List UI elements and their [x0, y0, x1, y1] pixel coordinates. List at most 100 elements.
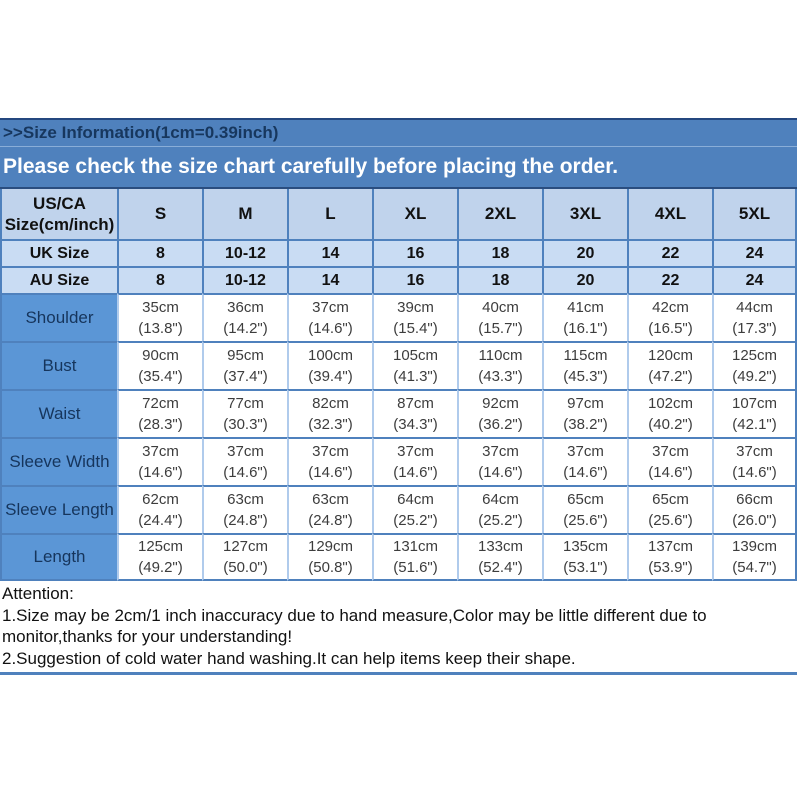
- size-information-title: >>Size Information(1cm=0.39inch): [0, 120, 797, 147]
- uk-size-label: UK Size: [0, 239, 117, 266]
- measurement-cell: 64cm (25.2"): [372, 485, 457, 533]
- measurement-cell: 37cm (14.6"): [372, 437, 457, 485]
- measurement-cell: 139cm (54.7"): [712, 533, 797, 581]
- row-label-waist: Waist: [0, 389, 117, 437]
- measurement-cell: 125cm (49.2"): [117, 533, 202, 581]
- au-size-value: 22: [627, 266, 712, 293]
- size-chart-table: US/CA Size(cm/inch) S M L XL 2XL 3XL 4XL…: [0, 189, 797, 581]
- measure-row-sleeve-width: Sleeve Width 37cm (14.6") 37cm (14.6") 37c…: [0, 437, 797, 485]
- corner-header-line1: US/CA: [33, 194, 86, 213]
- bottom-divider: [0, 672, 797, 675]
- au-size-value: 10-12: [202, 266, 287, 293]
- measurement-cell: 135cm (53.1"): [542, 533, 627, 581]
- measurement-cell: 62cm (24.4"): [117, 485, 202, 533]
- uk-size-value: 8: [117, 239, 202, 266]
- au-size-value: 8: [117, 266, 202, 293]
- measurement-cell: 64cm (25.2"): [457, 485, 542, 533]
- uk-size-row: UK Size 8 10-12 14 16 18 20 22 24: [0, 239, 797, 266]
- au-size-value: 18: [457, 266, 542, 293]
- au-size-label: AU Size: [0, 266, 117, 293]
- uk-size-value: 24: [712, 239, 797, 266]
- measurement-cell: 100cm (39.4"): [287, 341, 372, 389]
- measurement-cell: 72cm (28.3"): [117, 389, 202, 437]
- size-chart-notice: Please check the size chart carefully be…: [3, 155, 619, 178]
- measurement-cell: 36cm (14.2"): [202, 293, 287, 341]
- size-col-header-2xl: 2XL: [457, 189, 542, 239]
- uk-size-value: 14: [287, 239, 372, 266]
- measurement-cell: 37cm (14.6"): [542, 437, 627, 485]
- measure-row-sleeve-length: Sleeve Length 62cm (24.4") 63cm (24.8") 63…: [0, 485, 797, 533]
- measurement-cell: 127cm (50.0"): [202, 533, 287, 581]
- size-chart-content: >>Size Information(1cm=0.39inch) Please …: [0, 118, 797, 675]
- attention-heading: Attention:: [2, 584, 74, 603]
- banner: >>Size Information(1cm=0.39inch) Please …: [0, 118, 797, 189]
- attention-item-2: 2.Suggestion of cold water hand washing.…: [2, 648, 576, 668]
- measurement-cell: 35cm (13.8"): [117, 293, 202, 341]
- measurement-cell: 66cm (26.0"): [712, 485, 797, 533]
- measurement-cell: 115cm (45.3"): [542, 341, 627, 389]
- row-label-bust: Bust: [0, 341, 117, 389]
- measurement-cell: 63cm (24.8"): [202, 485, 287, 533]
- size-col-header-5xl: 5XL: [712, 189, 797, 239]
- measurement-cell: 90cm (35.4"): [117, 341, 202, 389]
- measurement-cell: 37cm (14.6"): [202, 437, 287, 485]
- measurement-cell: 125cm (49.2"): [712, 341, 797, 389]
- measurement-cell: 37cm (14.6"): [287, 293, 372, 341]
- measurement-cell: 105cm (41.3"): [372, 341, 457, 389]
- measurement-cell: 63cm (24.8"): [287, 485, 372, 533]
- row-label-sleeve-width: Sleeve Width: [0, 437, 117, 485]
- measurement-cell: 131cm (51.6"): [372, 533, 457, 581]
- measurement-cell: 37cm (14.6"): [457, 437, 542, 485]
- uk-size-value: 10-12: [202, 239, 287, 266]
- au-size-value: 14: [287, 266, 372, 293]
- row-label-sleeve-length: Sleeve Length: [0, 485, 117, 533]
- measure-row-shoulder: Shoulder 35cm (13.8") 36cm (14.2") 37cm (14…: [0, 293, 797, 341]
- au-size-value: 24: [712, 266, 797, 293]
- au-size-row: AU Size 8 10-12 14 16 18 20 22 24: [0, 266, 797, 293]
- measurement-cell: 107cm (42.1"): [712, 389, 797, 437]
- measurement-cell: 37cm (14.6"): [117, 437, 202, 485]
- size-col-header-m: M: [202, 189, 287, 239]
- measurement-cell: 40cm (15.7"): [457, 293, 542, 341]
- uk-size-value: 16: [372, 239, 457, 266]
- au-size-value: 20: [542, 266, 627, 293]
- measurement-cell: 110cm (43.3"): [457, 341, 542, 389]
- measurement-cell: 65cm (25.6"): [542, 485, 627, 533]
- measurement-cell: 120cm (47.2"): [627, 341, 712, 389]
- attention-item-1: 1.Size may be 2cm/1 inch inaccuracy due …: [2, 605, 707, 647]
- row-label-shoulder: Shoulder: [0, 293, 117, 341]
- uk-size-value: 22: [627, 239, 712, 266]
- size-col-header-l: L: [287, 189, 372, 239]
- measurement-cell: 87cm (34.3"): [372, 389, 457, 437]
- measurement-cell: 77cm (30.3"): [202, 389, 287, 437]
- measure-row-waist: Waist 72cm (28.3") 77cm (30.3") 82cm (32.3"…: [0, 389, 797, 437]
- attention-section: Attention: 1.Size may be 2cm/1 inch inac…: [0, 583, 797, 669]
- size-col-header-s: S: [117, 189, 202, 239]
- measurement-cell: 65cm (25.6"): [627, 485, 712, 533]
- header-row: US/CA Size(cm/inch) S M L XL 2XL 3XL 4XL…: [0, 189, 797, 239]
- size-col-header-xl: XL: [372, 189, 457, 239]
- measurement-cell: 39cm (15.4"): [372, 293, 457, 341]
- measurement-cell: 102cm (40.2"): [627, 389, 712, 437]
- uk-size-value: 18: [457, 239, 542, 266]
- size-col-header-4xl: 4XL: [627, 189, 712, 239]
- size-col-header-3xl: 3XL: [542, 189, 627, 239]
- measurement-cell: 137cm (53.9"): [627, 533, 712, 581]
- measurement-cell: 44cm (17.3"): [712, 293, 797, 341]
- measurement-cell: 97cm (38.2"): [542, 389, 627, 437]
- corner-header: US/CA Size(cm/inch): [0, 189, 117, 239]
- measure-row-bust: Bust 90cm (35.4") 95cm (37.4") 100cm (39.4"…: [0, 341, 797, 389]
- measurement-cell: 37cm (14.6"): [287, 437, 372, 485]
- measurement-cell: 42cm (16.5"): [627, 293, 712, 341]
- uk-size-value: 20: [542, 239, 627, 266]
- measurement-cell: 95cm (37.4"): [202, 341, 287, 389]
- measurement-cell: 37cm (14.6"): [712, 437, 797, 485]
- measurement-cell: 129cm (50.8"): [287, 533, 372, 581]
- measurement-cell: 41cm (16.1"): [542, 293, 627, 341]
- measurement-cell: 37cm (14.6"): [627, 437, 712, 485]
- measurement-cell: 133cm (52.4"): [457, 533, 542, 581]
- measurement-cell: 92cm (36.2"): [457, 389, 542, 437]
- measurement-cell: 82cm (32.3"): [287, 389, 372, 437]
- au-size-value: 16: [372, 266, 457, 293]
